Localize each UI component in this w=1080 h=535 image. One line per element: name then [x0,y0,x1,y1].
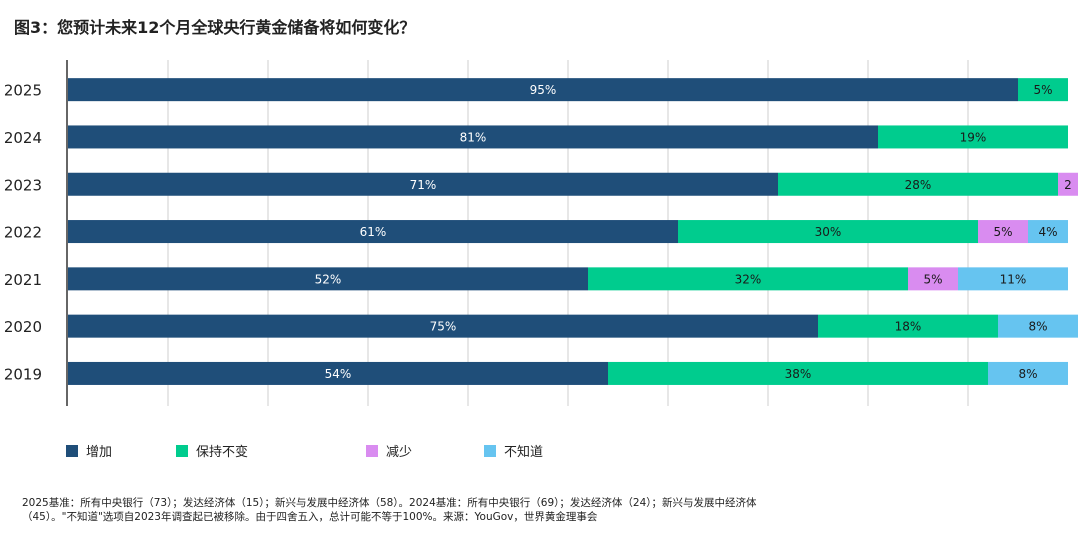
footnote-line-2: （45）。"不知道"选项自2023年调查起已被移除。由于四舍五入，总计可能不等于… [22,511,598,523]
bar-dont-know-2022 [1028,220,1068,244]
legend-swatch-decrease [366,444,378,457]
bar-increase-2023 [68,172,778,196]
bar-unchanged-2022 [678,220,978,244]
bar-decrease-2023 [1058,172,1078,196]
data-label-unchanged-2020: 18% [895,320,922,334]
footnote: 2025基准：所有中央银行（73）；发达经济体（15）；新兴与发展中经济体（58… [22,496,1062,524]
data-label-unchanged-2022: 30% [815,225,842,239]
data-label-unchanged-2019: 38% [785,367,812,381]
legend-swatch-unchanged [176,444,188,457]
bar-dont-know-2019 [988,361,1068,385]
data-label-decrease-2023: 2 [1064,178,1072,192]
bar-increase-2022 [68,220,678,244]
bar-dont-know-2020 [998,314,1078,338]
bar-increase-2019 [68,361,608,385]
data-label-increase-2021: 52% [315,272,342,286]
data-label-dont-know-2022: 4% [1038,225,1057,239]
y-tick-label-2025: 2025 [4,82,42,100]
bar-unchanged-2020 [818,314,998,338]
data-label-increase-2020: 75% [430,320,457,334]
data-label-decrease-2022: 5% [993,225,1012,239]
y-tick-label-2023: 2023 [4,176,42,194]
legend-label-dont-know: 不知道 [504,445,544,460]
data-label-dont-know-2019: 8% [1018,367,1037,381]
legend-swatch-increase [66,444,78,457]
data-label-unchanged-2024: 19% [960,130,987,144]
y-tick-label-2024: 2024 [4,129,42,147]
y-tick-label-2022: 2022 [4,224,42,242]
legend-label-decrease: 减少 [386,445,413,460]
legend-label-unchanged: 保持不变 [196,445,249,460]
bar-unchanged-2021 [588,267,908,291]
data-label-increase-2022: 61% [360,225,387,239]
legend-item-increase: 增加 [66,441,112,460]
chart-title: 图3：您预计未来12个月全球央行黄金储备将如何变化？ [14,18,416,37]
y-tick-label-2020: 2020 [4,318,42,336]
data-label-increase-2024: 81% [460,130,487,144]
bar-increase-2021 [68,267,588,291]
bar-increase-2024 [68,125,878,149]
legend-label-increase: 增加 [86,445,113,460]
bar-unchanged-2023 [778,172,1058,196]
data-labels: 95% 5% 81% 19% 71% 28% 2 61% 30% 5% 4% 52% 32% 5% 11% 7… [315,83,1072,381]
data-label-unchanged-2023: 28% [905,178,932,192]
bar-increase-2025 [68,78,1018,102]
legend-swatch-dont-know [484,444,496,457]
bar-unchanged-2025 [1018,78,1068,102]
data-label-increase-2023: 71% [410,178,437,192]
legend-item-decrease: 减少 [366,441,412,460]
bars [68,78,1078,385]
legend-item-unchanged: 保持不变 [176,441,248,460]
y-tick-label-2019: 2019 [4,365,42,383]
data-label-increase-2019: 54% [325,367,352,381]
bar-decrease-2021 [908,267,958,291]
data-label-decrease-2021: 5% [923,272,942,286]
data-label-dont-know-2021: 11% [1000,272,1027,286]
bar-decrease-2022 [978,220,1028,244]
legend-item-dont-know: 不知道 [484,441,543,460]
bar-unchanged-2024 [878,125,1068,149]
bar-unchanged-2019 [608,361,988,385]
y-tick-label-2021: 2021 [4,271,42,289]
data-label-unchanged-2025: 5% [1033,83,1052,97]
stacked-bar-chart: 95% 5% 81% 19% 71% 28% 2 61% 30% 5% 4% 52% 32% 5% 11% 7… [4,60,1078,406]
y-tick-labels: 2025 2024 2023 2022 2021 2020 2019 [4,82,42,384]
data-label-dont-know-2020: 8% [1028,320,1047,334]
bar-dont-know-2021 [958,267,1068,291]
bar-increase-2020 [68,314,818,338]
data-label-increase-2025: 95% [530,83,557,97]
data-label-unchanged-2021: 32% [735,272,762,286]
footnote-line-1: 2025基准：所有中央银行（73）；发达经济体（15）；新兴与发展中经济体（58… [22,497,757,509]
